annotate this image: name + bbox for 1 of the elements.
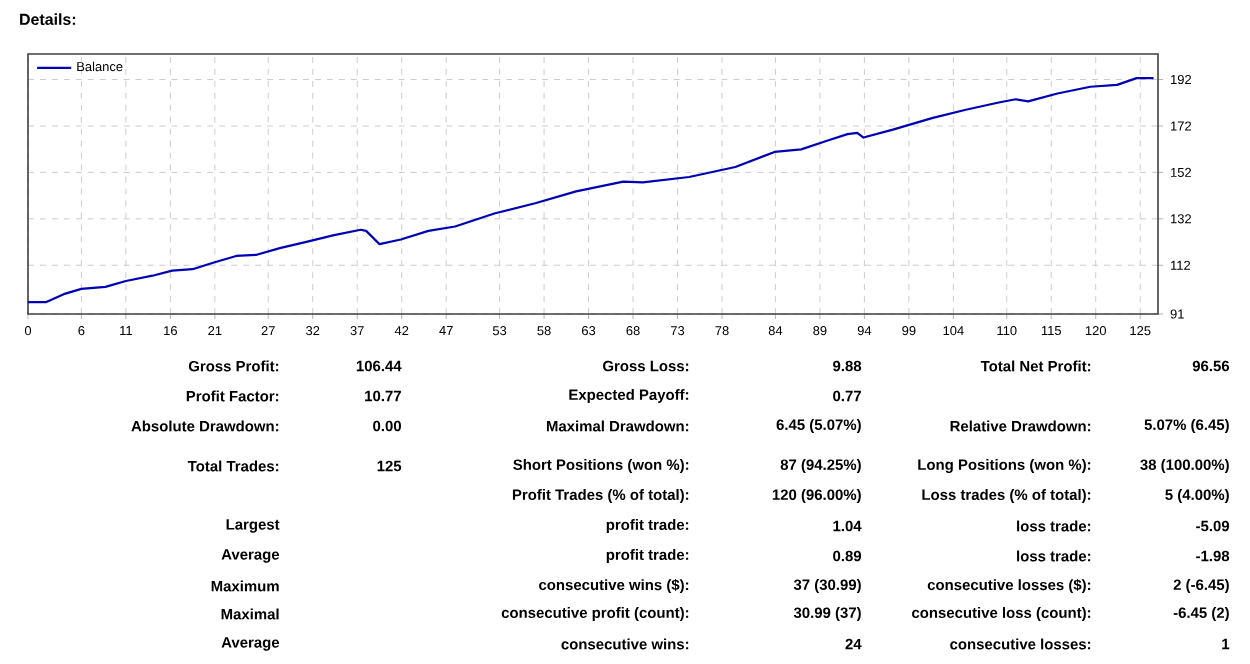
line-series	[28, 77, 1155, 304]
